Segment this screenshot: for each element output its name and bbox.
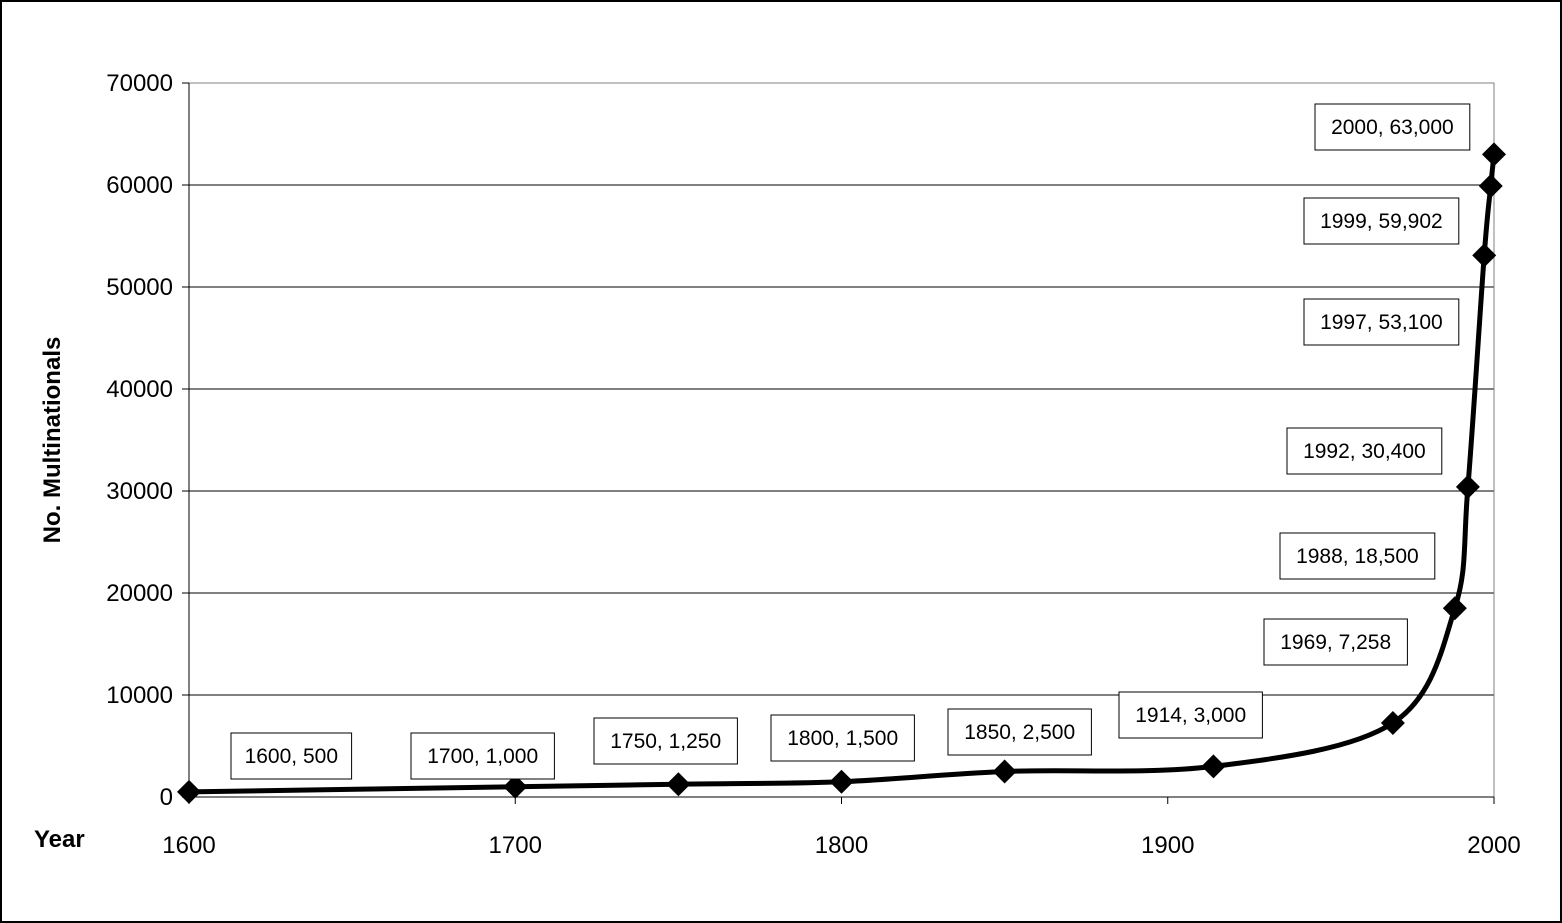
data-label-box <box>230 732 353 780</box>
data-label: 1700, 1,000 <box>410 732 555 780</box>
x-tick-label: 2000 <box>1467 832 1520 859</box>
data-label-box <box>593 717 738 765</box>
axes: 0 10000 20000 30000 40000 50000 60000 70000 1600… <box>106 70 1520 859</box>
data-label: 1914, 3,000 <box>1118 691 1263 739</box>
data-point <box>177 779 201 804</box>
data-label-text: 1914, 3,000 <box>1135 704 1246 727</box>
x-axis-title: Year <box>34 826 85 853</box>
gridlines <box>189 82 1494 696</box>
data-point <box>1478 173 1503 198</box>
data-label-text: 1600, 500 <box>245 745 338 768</box>
data-label-box <box>1303 298 1460 346</box>
y-tick-label: 0 <box>160 784 173 811</box>
data-label-text: 1750, 1,250 <box>610 730 721 753</box>
data-label-text: 1800, 1,500 <box>787 727 898 750</box>
data-label-box <box>1263 618 1408 666</box>
data-labels: 1600, 500 1700, 1,000 1750, 1,250 1800, 1,5… <box>230 103 1471 780</box>
data-point <box>1201 754 1226 779</box>
data-label-text: 1997, 53,100 <box>1320 311 1443 334</box>
data-label-text: 1969, 7,258 <box>1280 631 1391 654</box>
data-label-text: 1850, 2,500 <box>964 721 1075 744</box>
y-tick-label: 50000 <box>106 274 173 301</box>
data-label-box <box>1286 427 1443 475</box>
y-tick-label: 30000 <box>106 478 173 505</box>
data-label: 1850, 2,500 <box>947 708 1092 756</box>
y-tick-label: 60000 <box>106 172 173 199</box>
data-label-box <box>1303 197 1460 245</box>
data-point <box>829 769 854 794</box>
data-point <box>1472 243 1497 268</box>
data-point <box>1455 474 1480 499</box>
data-label-text: 2000, 63,000 <box>1331 116 1454 139</box>
y-tick-label: 10000 <box>106 682 173 709</box>
data-label: 1997, 53,100 <box>1303 298 1460 346</box>
data-point <box>666 772 691 797</box>
series-layer <box>177 142 1506 804</box>
data-label: 1800, 1,500 <box>770 714 915 762</box>
data-label: 1988, 18,500 <box>1279 532 1436 580</box>
data-label-text: 1700, 1,000 <box>427 745 538 768</box>
data-label: 2000, 63,000 <box>1314 103 1471 151</box>
data-label: 1999, 59,902 <box>1303 197 1460 245</box>
x-tick-label: 1600 <box>162 832 215 859</box>
y-tick-label: 20000 <box>106 580 173 607</box>
data-label-text: 1999, 59,902 <box>1320 210 1443 233</box>
data-point <box>1380 710 1405 735</box>
data-point <box>1442 596 1467 621</box>
data-label-box <box>1314 103 1471 151</box>
x-tick-label: 1800 <box>815 832 868 859</box>
y-tick-label: 70000 <box>106 70 173 97</box>
data-label-box <box>770 714 915 762</box>
data-point <box>1482 142 1506 167</box>
data-point <box>503 774 528 799</box>
data-label-box <box>947 708 1092 756</box>
data-label: 1969, 7,258 <box>1263 618 1408 666</box>
data-label: 1992, 30,400 <box>1286 427 1443 475</box>
data-label: 1600, 500 <box>230 732 353 780</box>
x-tick-label: 1900 <box>1141 832 1194 859</box>
data-label-box <box>1279 532 1436 580</box>
data-label: 1750, 1,250 <box>593 717 738 765</box>
data-label-box <box>410 732 555 780</box>
data-label-text: 1988, 18,500 <box>1296 545 1419 568</box>
data-point <box>992 759 1017 784</box>
y-axis-title: No. Multinationals <box>39 337 66 544</box>
y-tick-label: 40000 <box>106 376 173 403</box>
data-label-box <box>1118 691 1263 739</box>
x-tick-label: 1700 <box>489 832 542 859</box>
data-label-text: 1992, 30,400 <box>1303 440 1426 463</box>
